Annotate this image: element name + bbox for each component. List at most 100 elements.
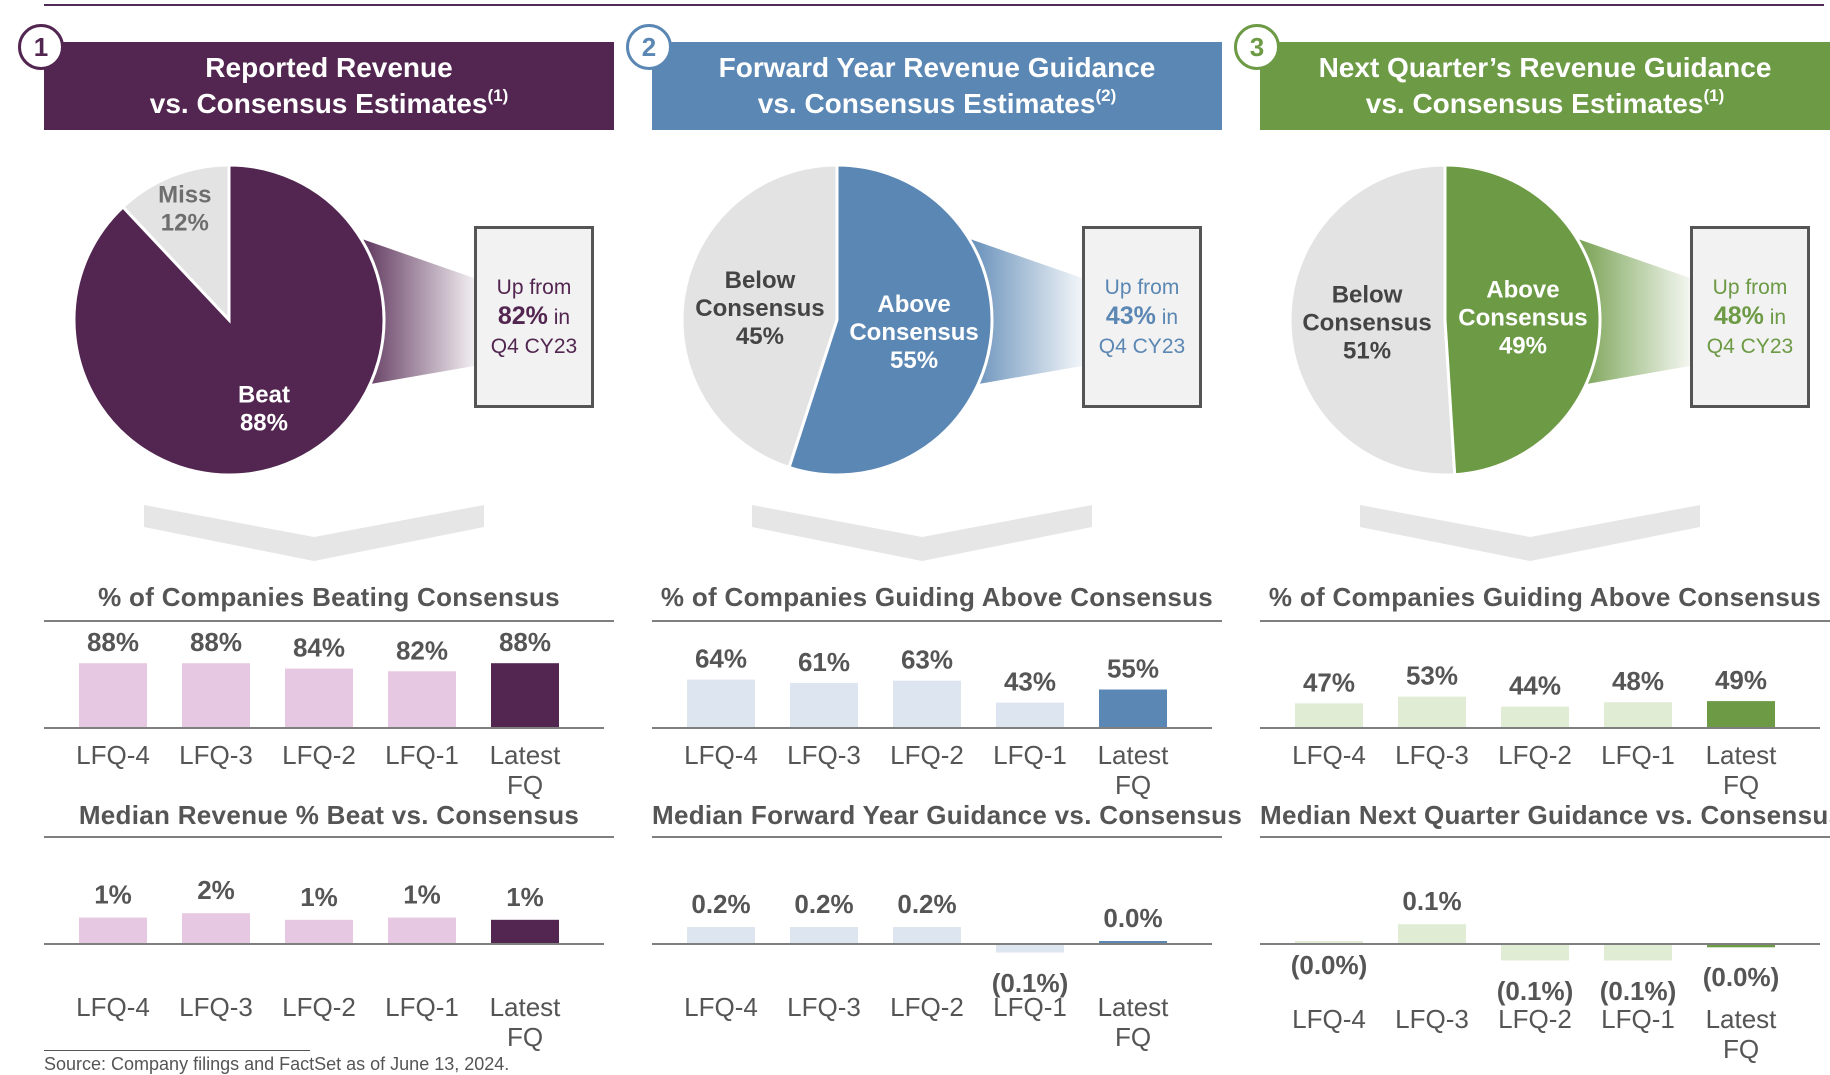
footnote-rule xyxy=(44,1050,310,1051)
down-chevron-icon xyxy=(752,505,1092,561)
bar xyxy=(790,682,858,728)
category-label: LFQ-4 xyxy=(63,992,163,1022)
category-label-line: LFQ-1 xyxy=(385,992,459,1022)
chart-title: Median Forward Year Guidance vs. Consens… xyxy=(652,800,1243,830)
pie-label-colored-line: 49% xyxy=(1499,333,1547,360)
bar-chart: (0.0%) 0.1% (0.1%) (0.1%) (0.0%) xyxy=(1260,886,1820,1006)
category-label: LFQ-1 xyxy=(1588,1004,1688,1034)
category-label: Latest FQ xyxy=(1083,740,1183,800)
category-label: LFQ-3 xyxy=(774,740,874,770)
category-label-line: LFQ-2 xyxy=(890,740,964,770)
bar xyxy=(1604,944,1672,961)
category-label: Latest FQ xyxy=(1691,740,1791,800)
category-label-line: Latest xyxy=(1097,740,1169,770)
bar xyxy=(388,917,456,944)
bar-value-label: 1% xyxy=(300,882,338,912)
panel-3: 3 Next Quarter’s Revenue Guidance vs. Cons… xyxy=(1234,0,1830,1074)
bar-chart: 88% 88% 84% 82% 88% xyxy=(44,627,604,729)
category-label: LFQ-1 xyxy=(372,992,472,1022)
top-rule xyxy=(44,4,1824,6)
down-chevron-icon xyxy=(144,505,484,561)
bar xyxy=(388,671,456,728)
pie-label-grey-line: Below xyxy=(1332,281,1403,308)
pie-slice-colored xyxy=(787,163,994,477)
callout-pct: 48% xyxy=(1713,302,1764,330)
bar xyxy=(1604,702,1672,728)
bar-value-label: 88% xyxy=(499,627,551,657)
category-label-line: LFQ-4 xyxy=(76,992,150,1022)
pie-chart: Beat 88% Miss 12% xyxy=(72,163,474,477)
pie-label-grey-line: Below xyxy=(725,267,796,294)
bar xyxy=(1295,941,1363,944)
callout-line1: Up from xyxy=(1712,276,1788,299)
chart-title-rule xyxy=(44,836,614,838)
pie-label-grey-line: 12% xyxy=(161,209,209,236)
category-label-line: LFQ-2 xyxy=(1498,1004,1572,1034)
bar-value-label: (0.0%) xyxy=(1291,950,1368,980)
bar xyxy=(1398,924,1466,944)
chart-title: Median Revenue % Beat vs. Consensus xyxy=(78,800,580,830)
pie-label-grey-line: Miss xyxy=(158,181,211,208)
callout-line1: Up from xyxy=(1104,276,1180,299)
panel-title-line2: vs. Consensus Estimates xyxy=(149,88,488,119)
callout-line3: Q4 CY23 xyxy=(1706,335,1794,358)
chart-title: % of Companies Guiding Above Consensus xyxy=(660,582,1214,612)
bar xyxy=(1501,944,1569,961)
category-label-line: LFQ-1 xyxy=(993,992,1067,1022)
pie-label-colored-line: 55% xyxy=(890,347,938,374)
category-label: LFQ-4 xyxy=(671,740,771,770)
bar-value-label: (0.1%) xyxy=(1600,976,1677,1006)
bar-value-label: 0.0% xyxy=(1103,903,1162,933)
bar-value-label: 63% xyxy=(901,645,953,675)
category-label-line: LFQ-1 xyxy=(993,740,1067,770)
source-footnote: Source: Company filings and FactSet as o… xyxy=(44,1054,510,1074)
chevron-shape xyxy=(144,505,484,561)
bar xyxy=(285,919,353,944)
category-label: LFQ-2 xyxy=(877,740,977,770)
category-label-line: Latest xyxy=(1705,1004,1777,1034)
chart-title-rule xyxy=(652,620,1222,622)
pie-label-grey: Below Consensus 45% xyxy=(695,267,824,350)
category-label: LFQ-2 xyxy=(269,740,369,770)
pie-slice-colored xyxy=(1443,163,1602,477)
pie-label-grey-line: Consensus xyxy=(695,295,824,322)
bar xyxy=(285,668,353,728)
bar-value-label: 1% xyxy=(94,880,132,910)
pie-label-colored: Above Consensus 55% xyxy=(849,291,978,374)
chart-title: % of Companies Beating Consensus xyxy=(98,582,560,612)
category-label: LFQ-2 xyxy=(1485,1004,1585,1034)
pie-label-grey-line: 51% xyxy=(1343,337,1391,364)
category-label: LFQ-2 xyxy=(1485,740,1585,770)
category-label: Latest FQ xyxy=(475,740,575,800)
chevron-shape xyxy=(752,505,1092,561)
panel-header: Next Quarter’s Revenue Guidance vs. Conse… xyxy=(1260,42,1830,130)
category-label: LFQ-2 xyxy=(877,992,977,1022)
footnote-marker: (1) xyxy=(487,85,509,105)
category-label: LFQ-3 xyxy=(1382,740,1482,770)
bar-value-label: 0.1% xyxy=(1402,886,1461,916)
callout-connector xyxy=(1575,238,1690,386)
bar xyxy=(996,944,1064,953)
callout-in: in xyxy=(1155,306,1179,329)
callout-pct-row: 43% in xyxy=(1106,302,1178,332)
category-label-line: FQ xyxy=(1722,770,1760,800)
bar-chart: 47% 53% 44% 48% 49% xyxy=(1260,661,1820,729)
bar-value-label: 43% xyxy=(1004,667,1056,697)
category-label: Latest FQ xyxy=(475,992,575,1052)
callout-box: Up from 82% in Q4 CY23 xyxy=(474,226,594,408)
callout-pct: 82% xyxy=(497,302,548,330)
panel-title-line1: Forward Year Revenue Guidance xyxy=(718,52,1156,83)
chart-title-rule xyxy=(1260,620,1830,622)
bar xyxy=(687,679,755,728)
category-label-line: LFQ-3 xyxy=(179,992,253,1022)
bar-value-label: 2% xyxy=(197,875,235,905)
bar-value-label: (0.1%) xyxy=(1497,976,1574,1006)
panel-title-line2: vs. Consensus Estimates xyxy=(1365,88,1704,119)
category-label-line: LFQ-3 xyxy=(787,740,861,770)
bar-value-label: 1% xyxy=(506,882,544,912)
bar xyxy=(182,913,250,944)
callout-box: Up from 48% in Q4 CY23 xyxy=(1690,226,1810,408)
bar-chart: 0.2% 0.2% 0.2% (0.1%) 0.0% xyxy=(652,889,1212,998)
chart-title: Median Next Quarter Guidance vs. Consens… xyxy=(1260,800,1830,830)
category-label-line: FQ xyxy=(1114,770,1152,800)
